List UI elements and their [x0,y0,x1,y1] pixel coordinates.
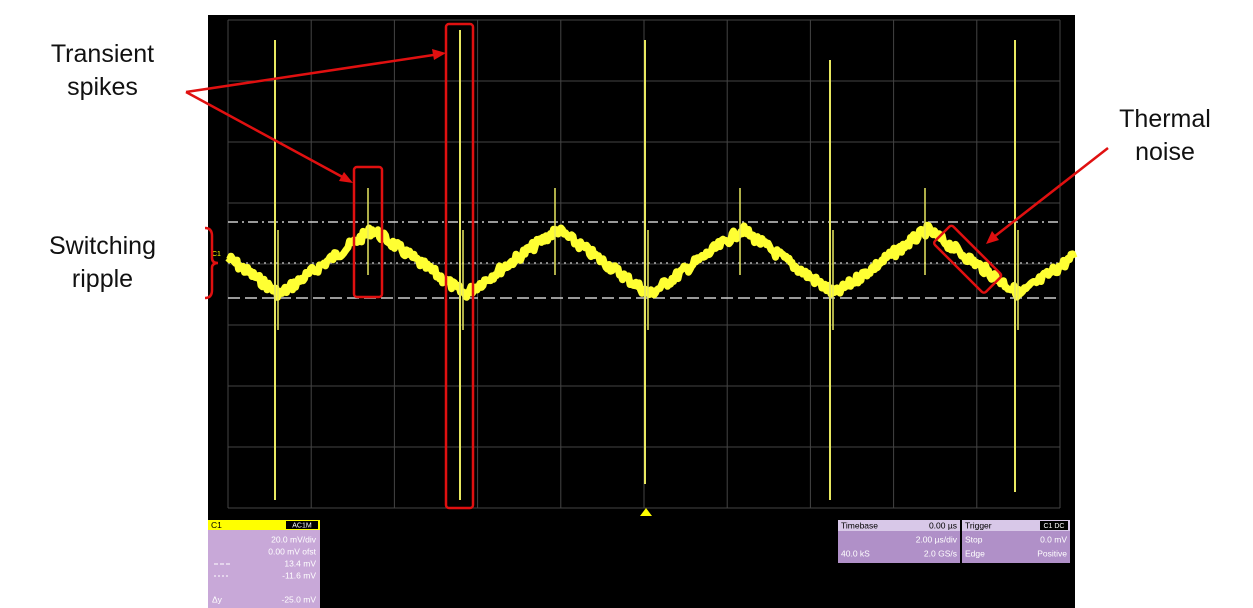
timebase-title: Timebase [841,520,878,530]
trigger-type: Edge [965,548,985,558]
channel-row: 0.00 mV ofst [268,546,316,556]
page: C1 C1 AC1M 20.0 mV/div 0.00 mV ofst 13.4… [0,0,1253,608]
timebase-samples: 40.0 kS [841,548,870,558]
annotation: Transient spikes [20,38,185,104]
trigger-level: 0.0 mV [1040,534,1067,544]
annotation: Thermal noise [1110,103,1220,169]
channel-row: -11.6 mV [282,570,316,580]
channel-row: 13.4 mV [284,558,316,568]
timebase-scale: 2.00 µs/div [916,534,958,544]
coupling: AC1M [292,522,312,529]
scope-screen [208,15,1075,608]
timebase-delay: 0.00 µs [929,520,957,530]
channel-row: 20.0 mV/div [271,534,317,544]
trigger-title: Trigger [965,520,992,530]
annotation: Switching ripple [20,230,185,296]
trigger-slope: Positive [1037,548,1067,558]
scope: C1 C1 AC1M 20.0 mV/div 0.00 mV ofst 13.4… [0,0,1253,608]
delta-label: Δy [212,594,223,604]
channel-marker: C1 [212,251,221,258]
timebase-rate: 2.0 GS/s [924,548,957,558]
trigger-source: C1 DC [1043,523,1064,530]
trigger-mode: Stop [965,534,983,544]
channel-row: -25.0 mV [282,594,317,604]
channel-name: C1 [211,520,222,530]
